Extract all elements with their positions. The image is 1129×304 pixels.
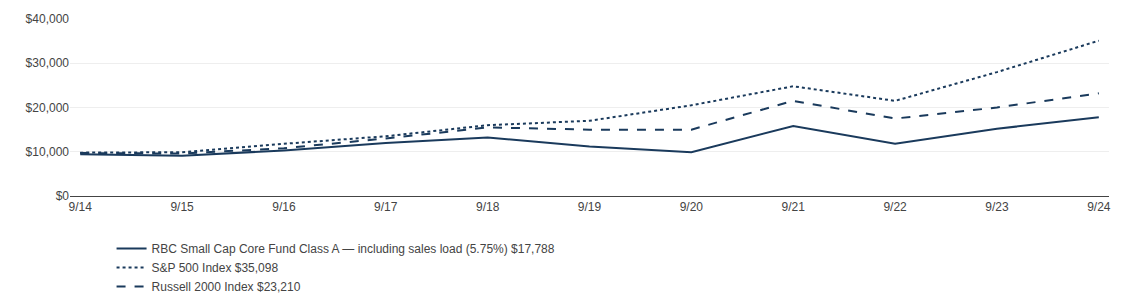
svg-text:9/24: 9/24 <box>1087 200 1111 214</box>
svg-text:9/20: 9/20 <box>680 200 704 214</box>
svg-text:9/17: 9/17 <box>374 200 398 214</box>
svg-text:Russell 2000 Index $23,210: Russell 2000 Index $23,210 <box>152 280 301 294</box>
svg-text:$40,000: $40,000 <box>26 12 70 26</box>
svg-text:$10,000: $10,000 <box>26 145 70 159</box>
svg-text:9/19: 9/19 <box>578 200 602 214</box>
svg-text:9/14: 9/14 <box>69 200 93 214</box>
svg-text:9/23: 9/23 <box>985 200 1009 214</box>
svg-text:RBC Small Cap Core Fund Class: RBC Small Cap Core Fund Class A — includ… <box>152 242 555 256</box>
svg-text:9/16: 9/16 <box>272 200 296 214</box>
svg-text:9/18: 9/18 <box>476 200 500 214</box>
svg-text:9/21: 9/21 <box>782 200 806 214</box>
svg-text:$0: $0 <box>56 189 70 203</box>
svg-text:$30,000: $30,000 <box>26 56 70 70</box>
svg-text:9/15: 9/15 <box>170 200 194 214</box>
svg-text:S&P 500 Index $35,098: S&P 500 Index $35,098 <box>152 261 279 275</box>
svg-text:$20,000: $20,000 <box>26 101 70 115</box>
svg-text:9/22: 9/22 <box>883 200 907 214</box>
